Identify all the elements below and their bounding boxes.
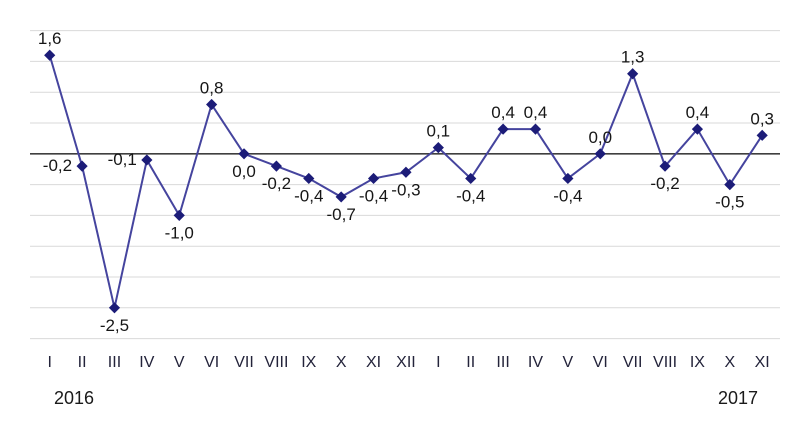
svg-text:0,4: 0,4 — [686, 103, 710, 122]
svg-text:-0,4: -0,4 — [294, 186, 323, 205]
svg-text:VI: VI — [204, 354, 219, 371]
svg-text:-2,5: -2,5 — [100, 316, 129, 335]
svg-text:-0,5: -0,5 — [715, 193, 744, 212]
svg-text:II: II — [466, 354, 475, 371]
svg-text:XI: XI — [755, 354, 770, 371]
svg-text:V: V — [174, 354, 185, 371]
svg-text:0,4: 0,4 — [491, 103, 515, 122]
svg-text:IX: IX — [690, 354, 705, 371]
svg-text:VIII: VIII — [264, 354, 288, 371]
svg-text:III: III — [496, 354, 509, 371]
svg-text:-0,4: -0,4 — [553, 186, 582, 205]
svg-text:-1,0: -1,0 — [165, 223, 194, 242]
svg-text:0,1: 0,1 — [427, 122, 451, 141]
svg-text:X: X — [336, 354, 347, 371]
svg-text:I: I — [47, 354, 51, 371]
svg-text:1,6: 1,6 — [38, 29, 62, 48]
svg-text:-0,4: -0,4 — [359, 186, 388, 205]
svg-text:III: III — [108, 354, 121, 371]
svg-text:-0,1: -0,1 — [108, 150, 137, 169]
svg-text:-0,2: -0,2 — [262, 174, 291, 193]
svg-text:IX: IX — [301, 354, 316, 371]
svg-text:-0,7: -0,7 — [327, 205, 356, 224]
svg-text:II: II — [78, 354, 87, 371]
svg-text:IV: IV — [528, 354, 543, 371]
svg-text:0,0: 0,0 — [588, 128, 612, 147]
svg-text:XII: XII — [396, 354, 416, 371]
svg-text:VIII: VIII — [653, 354, 677, 371]
svg-text:XI: XI — [366, 354, 381, 371]
svg-text:I: I — [436, 354, 440, 371]
svg-text:IV: IV — [139, 354, 154, 371]
svg-text:VII: VII — [623, 354, 643, 371]
svg-text:VI: VI — [593, 354, 608, 371]
svg-text:0,3: 0,3 — [750, 109, 774, 128]
svg-text:0,4: 0,4 — [524, 103, 548, 122]
svg-text:X: X — [724, 354, 735, 371]
svg-text:0,0: 0,0 — [232, 162, 256, 181]
svg-text:V: V — [563, 354, 574, 371]
svg-text:-0,2: -0,2 — [43, 156, 72, 175]
svg-text:-0,3: -0,3 — [391, 180, 420, 199]
svg-text:VII: VII — [234, 354, 254, 371]
svg-text:0,8: 0,8 — [200, 79, 224, 98]
svg-text:1,3: 1,3 — [621, 48, 645, 67]
svg-text:-0,2: -0,2 — [650, 174, 679, 193]
svg-text:-0,4: -0,4 — [456, 186, 485, 205]
